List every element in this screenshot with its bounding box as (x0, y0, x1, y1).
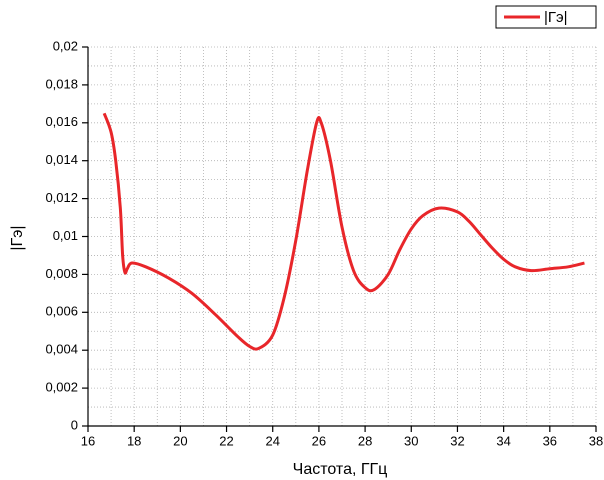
y-tick-label: 0,02 (53, 38, 78, 53)
x-tick-label: 26 (312, 433, 326, 448)
x-tick-label: 32 (450, 433, 464, 448)
y-tick-label: 0,018 (45, 76, 78, 91)
x-tick-label: 30 (404, 433, 418, 448)
x-tick-label: 38 (589, 433, 603, 448)
legend-box (495, 5, 597, 29)
y-tick-label: 0,012 (45, 190, 78, 205)
x-tick-label: 16 (81, 433, 95, 448)
y-tick-label: 0,002 (45, 380, 78, 395)
y-tick-label: 0,004 (45, 342, 78, 357)
x-tick-label: 18 (127, 433, 141, 448)
y-tick-label: 0,006 (45, 304, 78, 319)
x-tick-label: 22 (219, 433, 233, 448)
x-axis-label: Частота, ГГц (293, 461, 388, 478)
y-tick-label: 0,008 (45, 266, 78, 281)
x-tick-label: 36 (543, 433, 557, 448)
y-tick-label: 0,016 (45, 114, 78, 129)
x-tick-label: 28 (358, 433, 372, 448)
legend-label: |Гэ| (544, 9, 568, 26)
line-series (102, 112, 585, 351)
y-axis-label: |Гэ| (9, 225, 26, 250)
x-tick-label: 34 (496, 433, 510, 448)
y-tick-label: 0,01 (53, 228, 78, 243)
y-tick-label: 0,014 (45, 152, 78, 167)
x-tick-label: 24 (265, 433, 279, 448)
y-tick-label: 0 (71, 417, 78, 432)
x-tick-label: 20 (173, 433, 187, 448)
